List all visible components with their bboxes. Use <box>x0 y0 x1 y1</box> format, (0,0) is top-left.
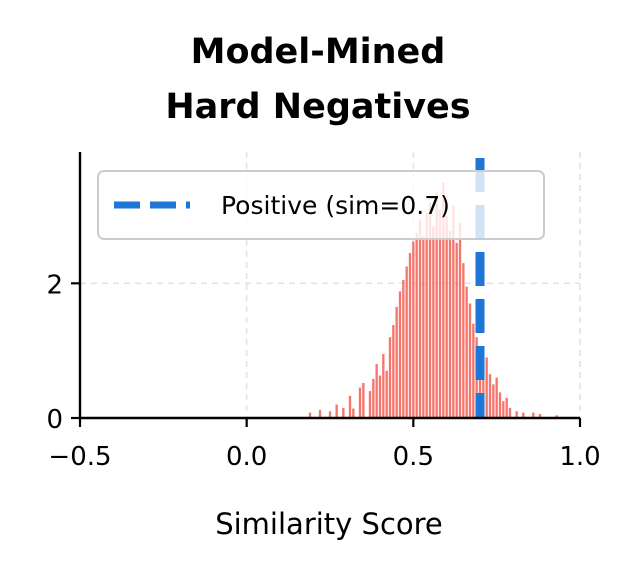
histogram-bar <box>352 408 355 418</box>
histogram-bar <box>335 404 338 418</box>
histogram-bar <box>508 407 512 418</box>
histogram-bar <box>462 263 465 418</box>
histogram-bar <box>385 370 388 418</box>
histogram-bar <box>348 395 352 418</box>
x-tick-label: −0.5 <box>48 442 111 472</box>
histogram-bar <box>425 212 428 418</box>
chart-title-line-2: Hard Negatives <box>165 87 470 127</box>
histogram-bar <box>448 230 452 418</box>
histogram-bar <box>442 182 445 418</box>
histogram-bar <box>422 236 425 418</box>
legend: Positive (sim=0.7) <box>97 170 545 240</box>
histogram-bar <box>372 378 375 418</box>
histogram-bar <box>402 279 405 418</box>
histogram-bar <box>485 357 488 418</box>
histogram-bar <box>408 253 412 418</box>
histogram-bar <box>458 222 462 418</box>
histogram-bar <box>455 242 458 418</box>
y-tick-label: 2 <box>46 270 63 300</box>
axes: −0.5 0.0 0.5 1.0 0 2 <box>46 152 601 472</box>
histogram-bar <box>428 202 432 418</box>
histogram-bar <box>415 232 418 418</box>
histogram-bar <box>492 384 495 418</box>
histogram-bar <box>488 374 492 418</box>
x-axis-label: Similarity Score <box>215 507 443 541</box>
histogram-bar <box>522 412 525 418</box>
histogram-bar <box>502 401 505 418</box>
histogram-bar <box>392 325 395 418</box>
x-tick-label: 0.0 <box>226 442 267 472</box>
histogram-bar <box>328 411 332 418</box>
histogram-bar <box>505 397 508 418</box>
histogram-bar <box>555 415 558 418</box>
legend-label: Positive (sim=0.7) <box>221 191 450 220</box>
y-tick-label: 0 <box>46 405 63 435</box>
histogram-bar <box>362 382 365 418</box>
histogram-bar <box>465 286 468 418</box>
histogram-bar <box>308 412 312 418</box>
histogram-bar <box>538 413 542 418</box>
histogram-bar <box>395 306 398 418</box>
histogram-bars <box>308 182 558 418</box>
histogram-bar <box>405 266 408 418</box>
histogram-bar <box>472 323 475 418</box>
chart-title-line-1: Model-Mined <box>191 32 446 72</box>
histogram-bar <box>318 409 322 418</box>
histogram-bar <box>478 350 482 418</box>
histogram-bar <box>382 354 385 418</box>
histogram-bar <box>368 391 372 418</box>
histogram-bar <box>418 219 422 418</box>
histogram-bar <box>412 241 415 418</box>
histogram-bar <box>515 411 518 418</box>
histogram-bar <box>452 205 455 418</box>
histogram-bar <box>375 364 378 418</box>
histogram-bar <box>532 412 535 418</box>
histogram-bar <box>482 364 485 418</box>
histogram-bar <box>378 375 382 418</box>
histogram-bar <box>468 303 472 418</box>
histogram-bar <box>358 387 362 418</box>
histogram-bar <box>432 226 435 418</box>
histogram-bar <box>435 192 438 418</box>
histogram-bar <box>342 407 345 418</box>
histogram-bar <box>495 377 498 418</box>
histogram-bar <box>438 209 442 418</box>
legend-box <box>97 170 545 240</box>
histogram-bar <box>398 291 402 418</box>
x-tick-label: 1.0 <box>559 442 600 472</box>
histogram-bar <box>388 337 392 418</box>
histogram-bar <box>445 215 448 418</box>
histogram-bar <box>498 392 502 418</box>
x-tick-label: 0.5 <box>393 442 434 472</box>
